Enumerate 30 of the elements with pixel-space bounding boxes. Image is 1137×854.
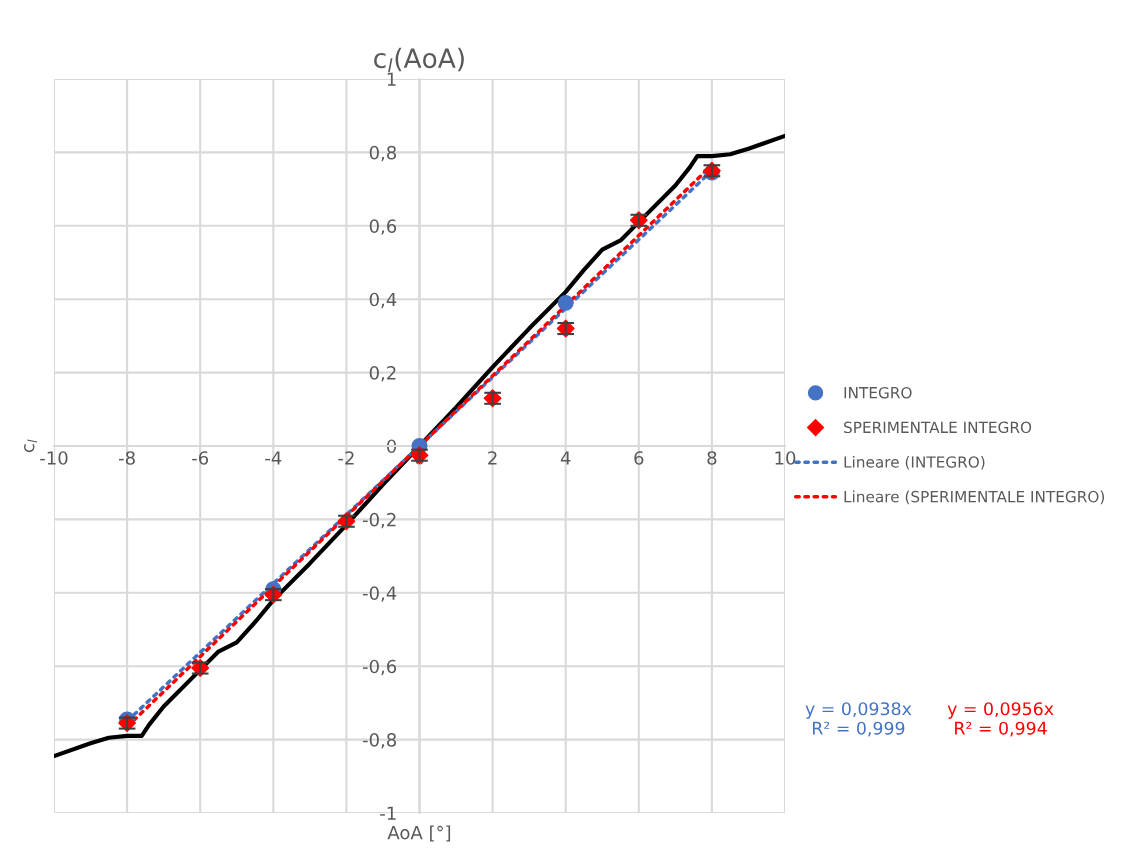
y-tick-label: 1: [387, 72, 396, 86]
y-tick-label: 0,2: [369, 366, 396, 382]
legend-label: Lineare (SPERIMENTALE INTEGRO): [844, 490, 1105, 505]
y-axis-title: c$_{l}$: [24, 439, 38, 453]
x-tick-label: 8: [707, 451, 717, 465]
point: [557, 294, 574, 311]
text: y = 0,0938x R² = 0,999: [805, 702, 912, 737]
y-tick-label: -0,6: [362, 659, 397, 676]
legend-label: INTEGRO: [844, 386, 912, 399]
x-tick-label: 4: [560, 451, 571, 465]
y-tick-label: -0,2: [362, 512, 396, 529]
x-tick-label: -4: [265, 451, 282, 465]
x-tick-label: -8: [118, 451, 135, 465]
x-tick-label: 10: [775, 451, 796, 465]
x-tick-label: 6: [634, 451, 644, 465]
y-tick-label: 0,4: [369, 292, 397, 309]
legend-label: SPERIMENTALE INTEGRO: [844, 421, 1032, 434]
y-tick-label: 0,8: [369, 145, 397, 162]
x-tick-label: -2: [338, 451, 354, 465]
y-tick-label: -0,8: [362, 733, 397, 749]
x-axis-title: AoA [°]: [387, 825, 451, 842]
y-tick-label: -0,4: [362, 586, 397, 602]
text: y = 0,0956x R² = 0,994: [947, 702, 1054, 737]
y-tick-label: 0,6: [369, 219, 397, 235]
x-tick-label: 2: [488, 451, 497, 465]
legend-label: Lineare (INTEGRO): [844, 455, 985, 470]
x-tick-label: -10: [40, 451, 68, 465]
x-tick-label: -6: [192, 451, 209, 465]
y-tick-label: -1: [380, 806, 396, 820]
chart-title: c$_{l}$(AoA): [374, 47, 464, 73]
